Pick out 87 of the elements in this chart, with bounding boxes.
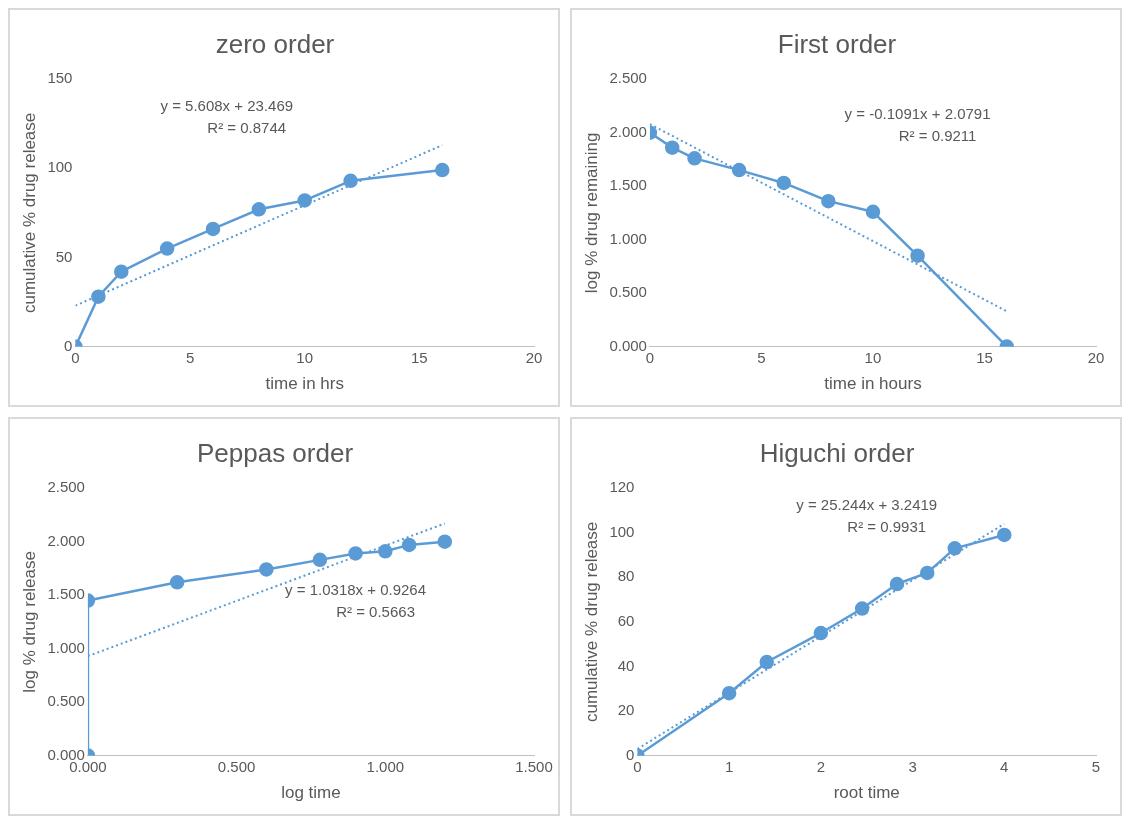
x-axis-title: log time xyxy=(281,783,341,803)
x-axis-title: root time xyxy=(833,783,900,803)
y-tick-label: 40 xyxy=(617,656,635,674)
chart-title: Peppas order xyxy=(196,437,354,468)
point xyxy=(731,162,747,178)
point xyxy=(813,625,829,641)
x-tick-label: 1 xyxy=(724,757,734,775)
point xyxy=(947,541,963,556)
point xyxy=(348,546,363,561)
x-axis-title: time in hrs xyxy=(265,374,344,394)
y-tick-label: 20 xyxy=(617,701,635,719)
x-tick-label: 4 xyxy=(1000,757,1009,775)
y-tick-label: 120 xyxy=(609,478,635,496)
point xyxy=(297,193,312,208)
point xyxy=(687,151,702,166)
point xyxy=(865,204,881,220)
annotation: R² = 0.5663 xyxy=(336,603,415,621)
point xyxy=(664,140,680,155)
y-tick-label: 1.000 xyxy=(47,638,85,656)
point xyxy=(251,202,267,217)
y-axis-title: log % drug release xyxy=(19,551,39,693)
x-tick-label: 3 xyxy=(908,757,917,775)
annotation: y = 25.244x + 3.2419 xyxy=(796,495,938,513)
point xyxy=(759,654,774,670)
point xyxy=(920,565,935,581)
x-tick-label: 5 xyxy=(757,348,766,366)
point xyxy=(159,241,175,256)
y-tick-label: 2.500 xyxy=(47,478,85,496)
x-tick-label: 15 xyxy=(411,348,428,366)
chart-title: zero order xyxy=(215,28,335,59)
y-tick-label: 150 xyxy=(47,69,73,87)
y-tick-label: 0.500 xyxy=(47,692,85,710)
x-tick-label: 1.000 xyxy=(366,757,405,775)
x-tick-label: 5 xyxy=(1091,757,1101,775)
y-tick-label: 1.500 xyxy=(609,176,647,194)
x-tick-label: 10 xyxy=(296,348,314,366)
point xyxy=(343,173,358,189)
y-tick-label: 100 xyxy=(47,158,73,176)
y-tick-label: 1.500 xyxy=(47,585,85,603)
x-tick-label: 20 xyxy=(1087,348,1105,366)
y-tick-label: 1.000 xyxy=(609,229,647,247)
y-tick-label: 60 xyxy=(617,612,635,630)
x-tick-label: 0.500 xyxy=(217,757,256,775)
y-tick-label: 0.000 xyxy=(609,336,647,354)
y-tick-label: 0 xyxy=(626,745,635,763)
y-tick-label: 0.500 xyxy=(609,283,647,301)
y-tick-label: 2.500 xyxy=(609,69,647,87)
point xyxy=(997,527,1012,543)
y-tick-label: 80 xyxy=(617,567,635,585)
y-tick-label: 2.000 xyxy=(47,531,85,549)
x-axis-title: time in hours xyxy=(824,374,922,394)
annotation: y = 1.0318x + 0.9264 xyxy=(285,581,427,599)
x-tick-label: 5 xyxy=(185,348,195,366)
y-axis-title: cumulative % drug release xyxy=(19,112,39,314)
point xyxy=(114,264,129,279)
y-axis-title: log % drug remaining xyxy=(581,132,601,294)
point xyxy=(435,162,450,178)
chart-title: First order xyxy=(777,28,897,59)
y-tick-label: 50 xyxy=(55,247,73,265)
x-tick-label: 20 xyxy=(525,348,543,366)
annotation: y = -0.1091x + 2.0791 xyxy=(844,105,991,123)
x-tick-label: 1.500 xyxy=(515,757,553,775)
y-tick-label: 2.000 xyxy=(609,122,647,140)
annotation: R² = 0.8744 xyxy=(207,119,287,137)
point xyxy=(910,248,925,263)
point xyxy=(776,175,792,191)
y-axis-title: cumulative % drug release xyxy=(581,521,601,723)
annotation: R² = 0.9931 xyxy=(847,517,927,535)
point xyxy=(401,537,417,553)
annotation: y = 5.608x + 23.469 xyxy=(160,97,294,115)
point xyxy=(854,601,870,616)
point xyxy=(437,534,453,549)
x-tick-label: 10 xyxy=(864,348,882,366)
x-tick-label: 15 xyxy=(976,348,993,366)
point xyxy=(821,193,836,209)
x-tick-label: 2 xyxy=(816,757,826,775)
point xyxy=(205,221,221,237)
point xyxy=(378,544,393,559)
y-tick-label: 100 xyxy=(609,522,635,540)
y-tick-label: 0 xyxy=(64,336,73,354)
chart-title: Higuchi order xyxy=(759,437,915,468)
point xyxy=(889,576,905,592)
annotation: R² = 0.9211 xyxy=(898,127,977,145)
point xyxy=(312,552,328,568)
point xyxy=(259,562,274,577)
point xyxy=(91,289,106,304)
point xyxy=(721,685,737,701)
